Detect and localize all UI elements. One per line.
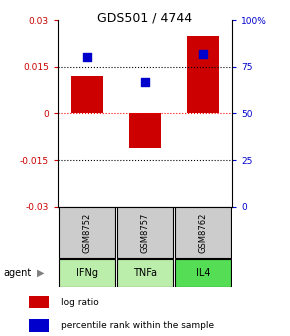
Text: GSM8762: GSM8762 bbox=[198, 212, 208, 253]
Text: agent: agent bbox=[3, 268, 31, 278]
Point bbox=[201, 51, 205, 56]
Text: ▶: ▶ bbox=[37, 268, 45, 278]
Bar bbox=[117, 207, 173, 258]
Point bbox=[143, 79, 147, 84]
Bar bbox=[29, 320, 49, 332]
Bar bbox=[175, 207, 231, 258]
Bar bbox=[59, 207, 115, 258]
Bar bbox=[29, 296, 49, 308]
Bar bbox=[175, 259, 231, 287]
Bar bbox=[117, 259, 173, 287]
Bar bbox=[59, 259, 115, 287]
Text: IL4: IL4 bbox=[196, 268, 210, 278]
Bar bbox=[129, 114, 161, 148]
Point bbox=[85, 55, 89, 60]
Bar bbox=[71, 76, 103, 114]
Text: IFNg: IFNg bbox=[76, 268, 98, 278]
Bar bbox=[187, 36, 219, 114]
Text: percentile rank within the sample: percentile rank within the sample bbox=[61, 321, 214, 330]
Text: TNFa: TNFa bbox=[133, 268, 157, 278]
Text: GDS501 / 4744: GDS501 / 4744 bbox=[97, 12, 193, 25]
Text: GSM8752: GSM8752 bbox=[82, 213, 92, 253]
Text: log ratio: log ratio bbox=[61, 298, 99, 307]
Text: GSM8757: GSM8757 bbox=[140, 212, 150, 253]
